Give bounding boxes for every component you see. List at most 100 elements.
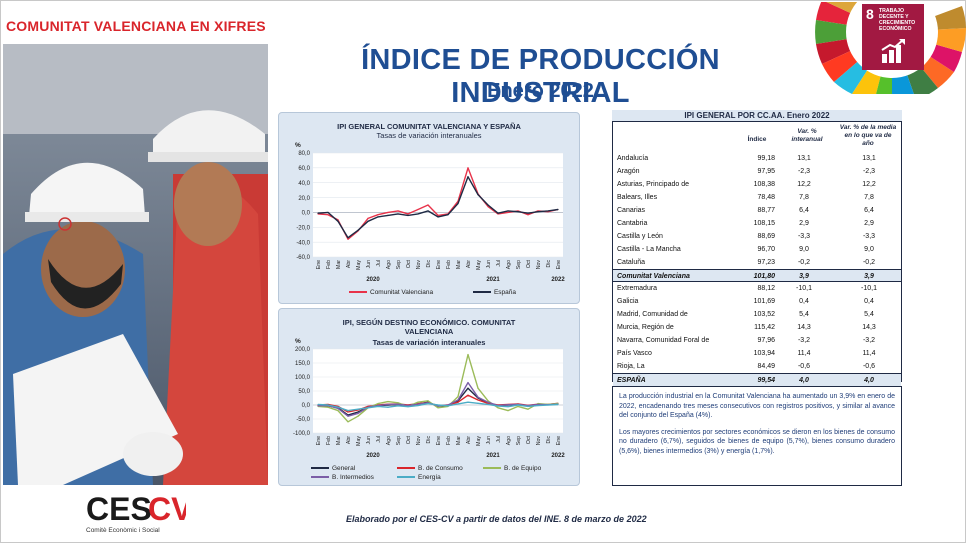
chart2-title: IPI, SEGÚN DESTINO ECONÓMICO. COMUNITAT … [279, 318, 579, 336]
data-point [487, 401, 489, 403]
legend-item: B. Intermedios [311, 473, 397, 482]
x-tick-label: Jul [496, 260, 502, 267]
summary-paragraph-2: Los mayores crecimientos por sectores ec… [619, 428, 895, 455]
chart2-title-text: IPI, SEGÚN DESTINO ECONÓMICO. COMUNITAT … [342, 318, 516, 336]
x-year-label: 2022 [551, 277, 565, 283]
var-interanual: 5,4 [799, 311, 809, 318]
col-header-avg: Var. % de la media en lo que va de año [839, 124, 897, 147]
x-tick-label: May [476, 436, 482, 446]
index-value: 96,70 [757, 246, 775, 253]
var-interanual: 0,4 [799, 298, 809, 305]
var-interanual: 7,8 [799, 194, 809, 201]
legend-item: B. de Consumo [397, 464, 483, 473]
data-point [337, 220, 339, 222]
x-tick-label: Abr [346, 436, 352, 444]
x-tick-label: Ene [316, 436, 322, 445]
x-year-label: 2020 [366, 277, 380, 283]
data-point [317, 403, 319, 406]
table-row: Comunitat Valenciana 101,80 3,9 3,9 [613, 269, 901, 282]
var-media: 3,9 [864, 273, 874, 280]
table-row: Extremadura 88,12 -10,1 -10,1 [613, 282, 901, 295]
x-tick-label: Mar [456, 260, 462, 269]
var-interanual: 12,2 [797, 181, 811, 188]
x-tick-label: May [356, 260, 362, 270]
y-tick-label: -100,0 [293, 431, 311, 437]
region-name: Cantabria [617, 220, 648, 227]
x-tick-label: Jun [366, 260, 372, 268]
data-point [347, 410, 349, 412]
index-value: 84,49 [757, 363, 775, 370]
index-value: 97,95 [757, 168, 775, 175]
data-point [377, 214, 379, 216]
data-point [377, 405, 379, 407]
data-point [347, 411, 349, 413]
data-point [417, 404, 419, 407]
data-point [327, 211, 329, 214]
x-tick-label: Jun [486, 436, 492, 444]
data-point [457, 396, 459, 398]
data-point [497, 212, 499, 214]
x-year-label: 2022 [551, 453, 565, 459]
y-tick-label: 40,0 [298, 181, 310, 187]
var-media: 9,0 [864, 246, 874, 253]
var-interanual: 3,9 [799, 273, 809, 280]
data-point [527, 212, 529, 214]
region-name: País Vasco [617, 350, 652, 357]
data-point [507, 404, 509, 406]
region-name: Galicia [617, 298, 639, 305]
var-media: 4,0 [864, 377, 874, 384]
data-point [317, 405, 319, 407]
x-tick-label: Mar [336, 436, 342, 445]
legend-item: Energía [397, 473, 483, 482]
var-media: -10,1 [861, 285, 877, 292]
x-tick-label: Abr [466, 260, 472, 268]
header-title: COMUNITAT VALENCIANA EN XIFRES [6, 18, 266, 34]
legend-label-cv: Comunitat Valenciana [370, 289, 434, 296]
data-point [517, 405, 519, 407]
x-tick-label: Dic [546, 260, 552, 268]
y-tick-label: 80,0 [298, 151, 310, 157]
chart2-legend: General B. de Consumo B. de Equipo B. Inte… [311, 464, 571, 482]
data-point [377, 216, 379, 218]
x-tick-label: Dic [426, 436, 432, 444]
cescv-logo-mark: CES CV [86, 491, 193, 527]
data-point [447, 405, 449, 407]
var-interanual: 13,1 [797, 155, 811, 162]
data-point [477, 402, 479, 404]
region-name: Cataluña [617, 259, 646, 266]
table-row: Asturias, Principado de 108,38 12,2 12,2 [613, 178, 901, 191]
data-point [487, 205, 489, 208]
data-point [367, 217, 369, 219]
data-point [397, 210, 399, 212]
index-value: 99,54 [757, 377, 775, 384]
x-year-label: 2021 [486, 277, 500, 283]
var-interanual: 4,0 [799, 377, 809, 384]
cescv-logo: CES CV Comitè Econòmic i Social [86, 490, 193, 540]
x-tick-label: Feb [326, 260, 332, 269]
x-tick-label: May [356, 436, 362, 446]
data-point [417, 403, 419, 405]
data-point [487, 204, 489, 206]
data-point [477, 194, 479, 196]
region-name: Castilla - La Mancha [617, 246, 681, 253]
region-name: Canarias [617, 207, 646, 214]
x-tick-label: Oct [406, 435, 412, 444]
x-tick-label: Ago [506, 436, 512, 445]
main-subtitle: Enero 2022 [487, 80, 594, 102]
data-point [527, 408, 529, 410]
x-tick-label: Jul [376, 436, 382, 443]
table-title: IPI GENERAL POR CC.AA. Enero 2022 [612, 110, 902, 122]
data-point [427, 403, 429, 405]
data-point [407, 404, 409, 407]
x-tick-label: Oct [526, 259, 532, 268]
data-point [337, 406, 339, 408]
data-point [537, 211, 539, 213]
table-row: Canarias 88,77 6,4 6,4 [613, 204, 901, 217]
x-tick-label: Dic [546, 436, 552, 444]
data-point [387, 214, 389, 216]
region-name: Madrid, Comunidad de [617, 311, 688, 318]
index-value: 103,52 [753, 311, 775, 318]
var-interanual: -10,1 [796, 285, 812, 292]
data-point [397, 213, 399, 215]
table-row: Castilla - La Mancha 96,70 9,0 9,0 [613, 243, 901, 256]
